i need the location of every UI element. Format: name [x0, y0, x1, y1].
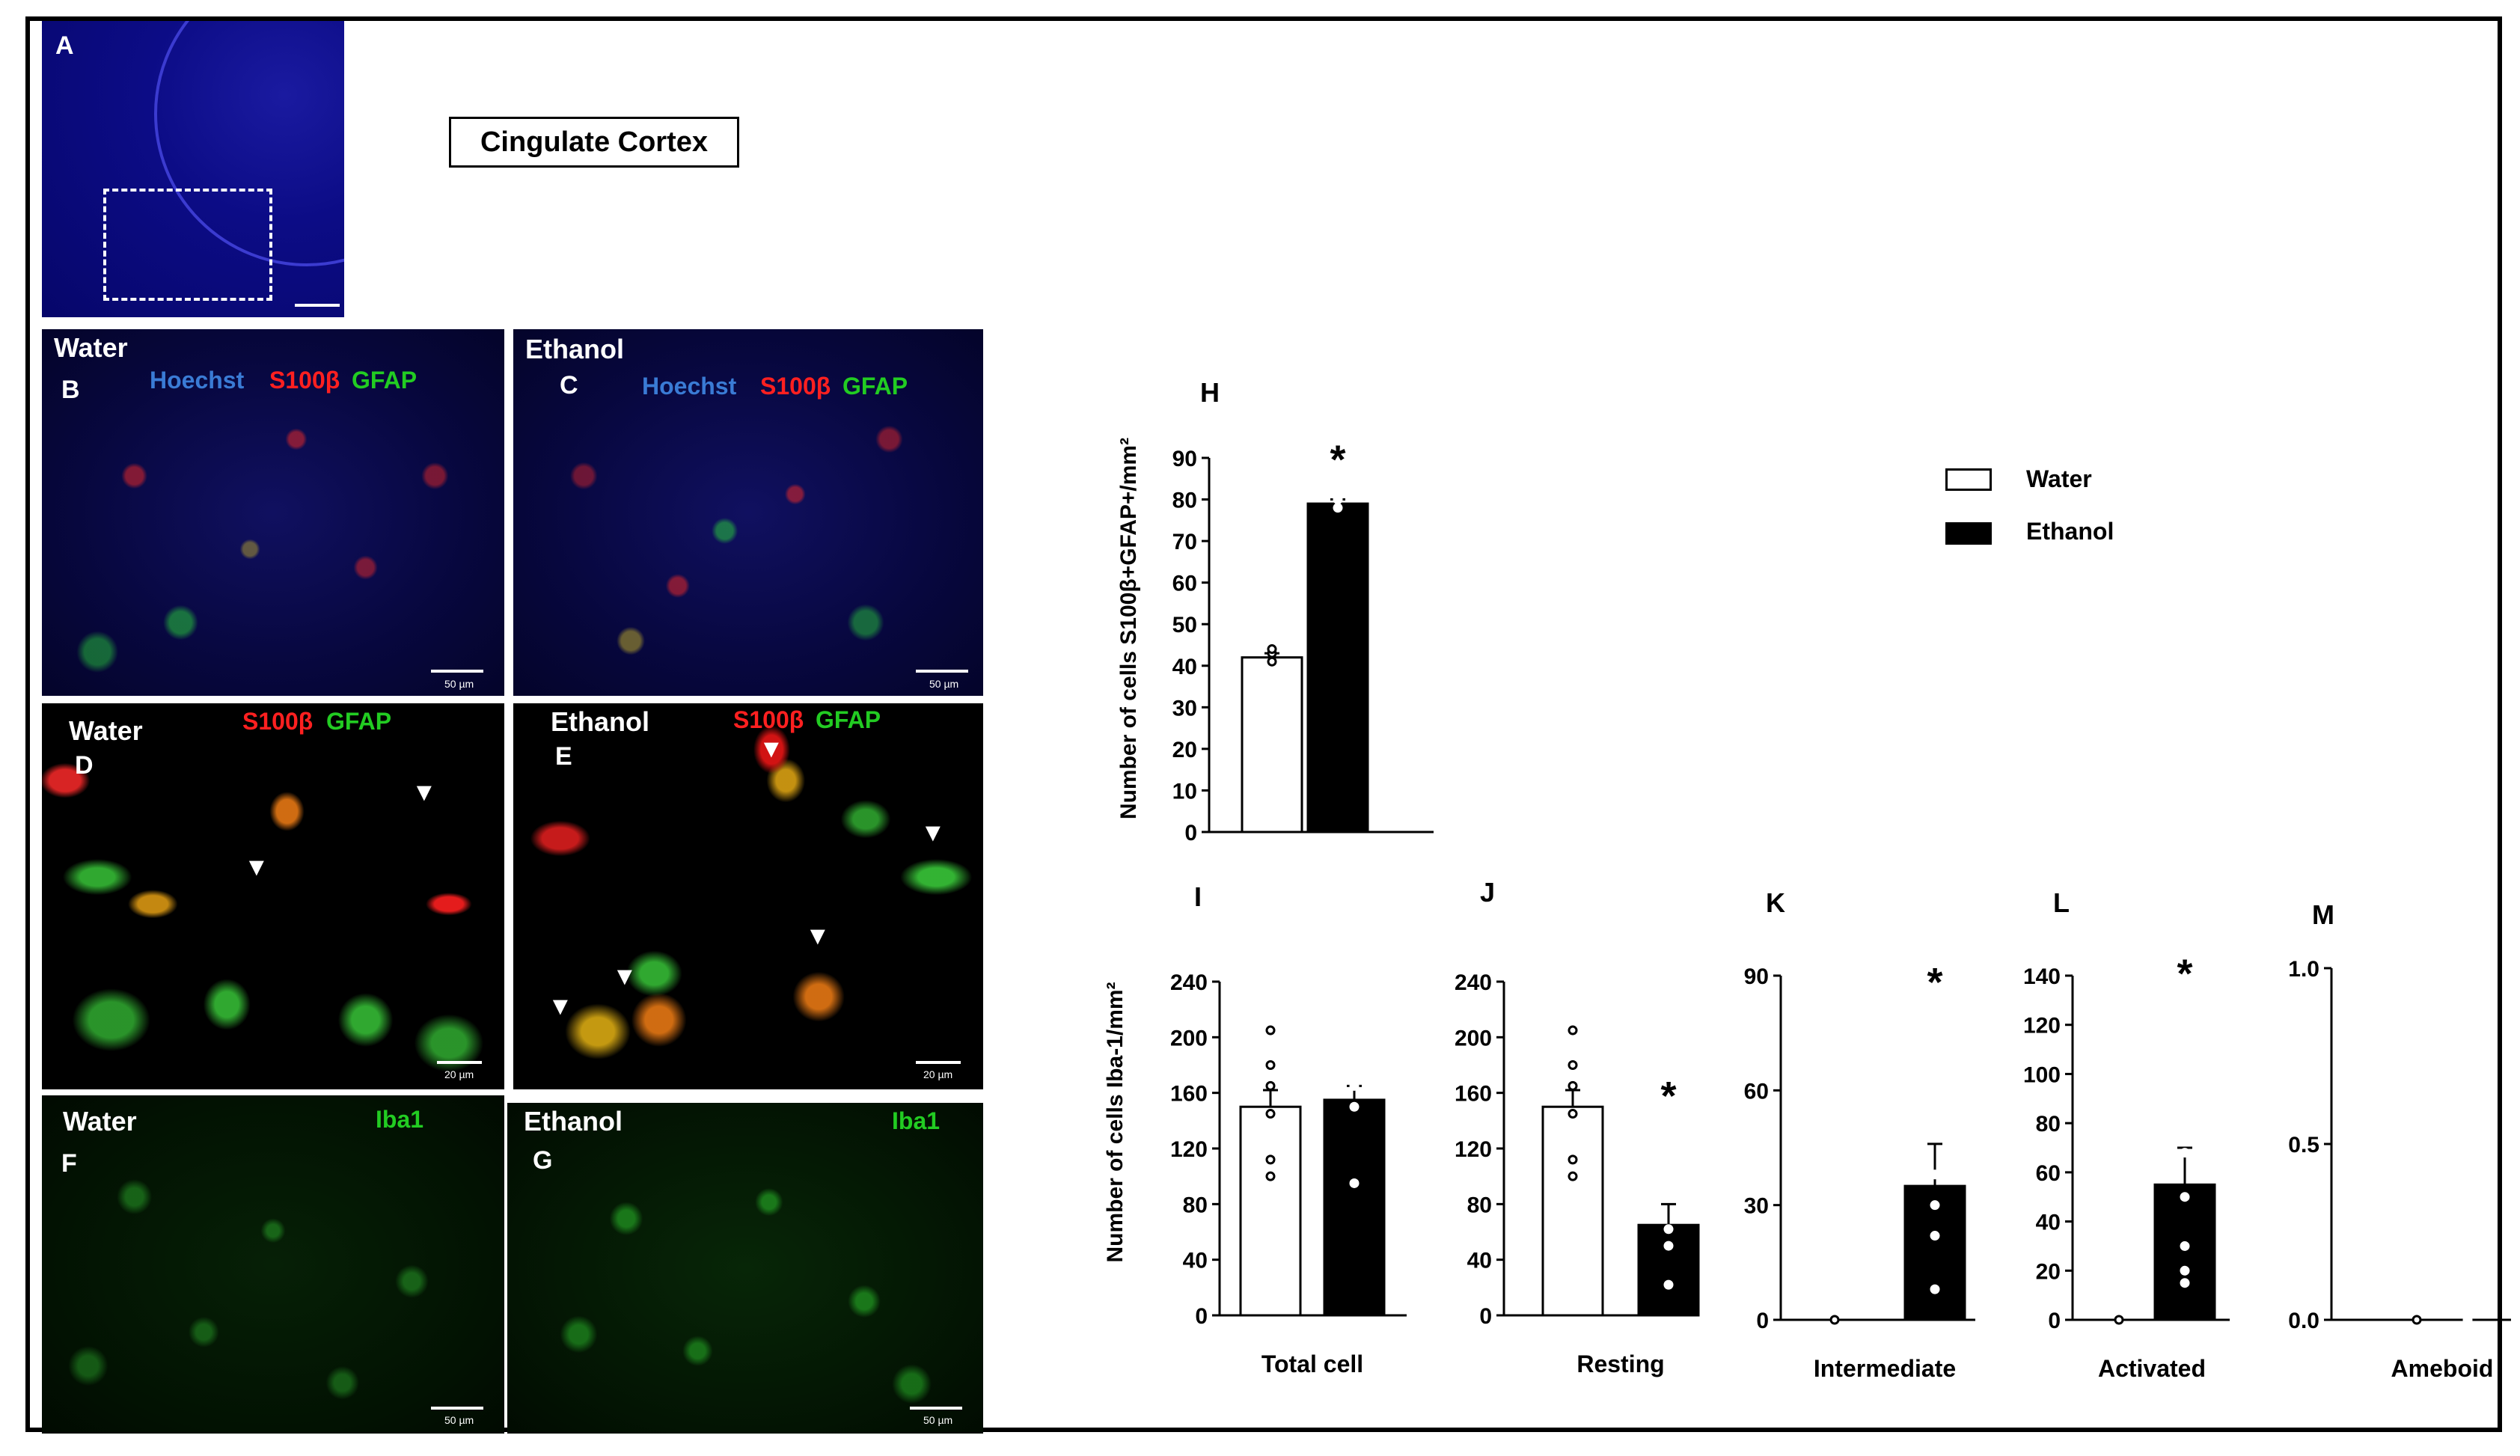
- stain-label-hoechst: Hoechst: [150, 367, 245, 394]
- panel-letter: C: [560, 371, 578, 400]
- legend-label-ethanol: Ethanol: [2026, 518, 2114, 545]
- chart-letter: L: [2053, 887, 2070, 918]
- panel-letter: G: [533, 1146, 553, 1175]
- stain-label-gfap: GFAP: [352, 367, 418, 394]
- stain-label-iba1: Iba1: [376, 1106, 424, 1133]
- panel-e-image: Ethanol E S100β GFAP ▼ ▼ ▼ ▼ ▼ 20 µm: [513, 703, 983, 1089]
- stain-label-iba1: Iba1: [892, 1107, 941, 1134]
- stain-label-gfap: GFAP: [816, 706, 881, 733]
- stain-label-s100b: S100β: [733, 706, 804, 733]
- scale-label: 50 µm: [929, 678, 959, 690]
- scale-label: 20 µm: [923, 1068, 953, 1080]
- group-label: Water: [54, 332, 128, 363]
- legend-swatch-ethanol: [1945, 522, 1992, 545]
- region-of-interest-box: [103, 189, 272, 301]
- chart-letter: M: [2312, 899, 2334, 930]
- panel-g-image: Ethanol G Iba1 50 µm: [507, 1103, 983, 1434]
- legend-swatch-water: [1945, 468, 1992, 491]
- arrowhead-icon: ▼: [805, 922, 831, 950]
- scale-bar: [910, 1407, 962, 1410]
- arrowhead-icon: ▼: [612, 962, 637, 991]
- scale-label: 20 µm: [444, 1068, 474, 1080]
- figure-frame: [25, 16, 2502, 1432]
- legend-label-water: Water: [2026, 465, 2092, 492]
- panel-letter: A: [55, 31, 74, 60]
- chart-letter: H: [1200, 377, 1220, 408]
- panel-a-image: A: [42, 21, 344, 317]
- group-label: Water: [63, 1106, 137, 1137]
- stain-label-s100b: S100β: [269, 367, 340, 394]
- group-label: Water: [69, 715, 143, 746]
- group-label: Ethanol: [525, 334, 624, 364]
- group-label: Ethanol: [524, 1106, 623, 1137]
- panel-letter: F: [61, 1149, 77, 1178]
- stain-label-s100b: S100β: [242, 708, 314, 735]
- stain-label-hoechst: Hoechst: [642, 373, 737, 400]
- panel-letter: D: [75, 751, 94, 780]
- scale-bar: [916, 1061, 961, 1064]
- arrowhead-icon: ▼: [759, 735, 784, 763]
- arrowhead-icon: ▼: [412, 778, 437, 807]
- scale-bar: [916, 670, 968, 673]
- scale-bar: [431, 670, 483, 673]
- stain-label-gfap: GFAP: [326, 708, 392, 735]
- figure-title: Cingulate Cortex: [449, 117, 739, 168]
- stain-label-s100b: S100β: [760, 373, 831, 400]
- arrowhead-icon: ▼: [920, 819, 946, 847]
- panel-b-image: Water B Hoechst S100β GFAP 50 µm: [42, 329, 504, 696]
- chart-letter: K: [1766, 887, 1785, 918]
- scale-label: 50 µm: [444, 1414, 474, 1426]
- stain-label-gfap: GFAP: [842, 373, 908, 400]
- chart-letter: J: [1480, 877, 1496, 908]
- scale-bar: [431, 1407, 483, 1410]
- chart-letter: I: [1194, 881, 1202, 912]
- group-label: Ethanol: [551, 706, 649, 737]
- arrowhead-icon: ▼: [548, 992, 573, 1021]
- panel-letter: B: [61, 376, 80, 404]
- panel-letter: E: [555, 742, 572, 771]
- panel-c-image: Ethanol C Hoechst S100β GFAP 50 µm: [513, 329, 983, 696]
- panel-d-image: Water D S100β GFAP ▼ ▼ 20 µm: [42, 703, 504, 1089]
- arrowhead-icon: ▼: [244, 853, 269, 881]
- scale-bar: [295, 304, 340, 307]
- panel-f-image: Water F Iba1 50 µm: [42, 1095, 504, 1434]
- legend: Water Ethanol: [1945, 465, 2140, 551]
- scale-bar: [437, 1061, 482, 1064]
- scale-label: 50 µm: [444, 678, 474, 690]
- scale-label: 50 µm: [923, 1414, 953, 1426]
